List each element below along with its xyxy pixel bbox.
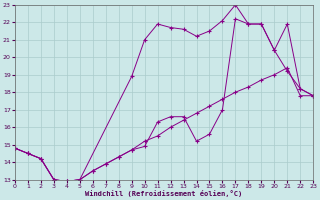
X-axis label: Windchill (Refroidissement éolien,°C): Windchill (Refroidissement éolien,°C): [85, 190, 243, 197]
